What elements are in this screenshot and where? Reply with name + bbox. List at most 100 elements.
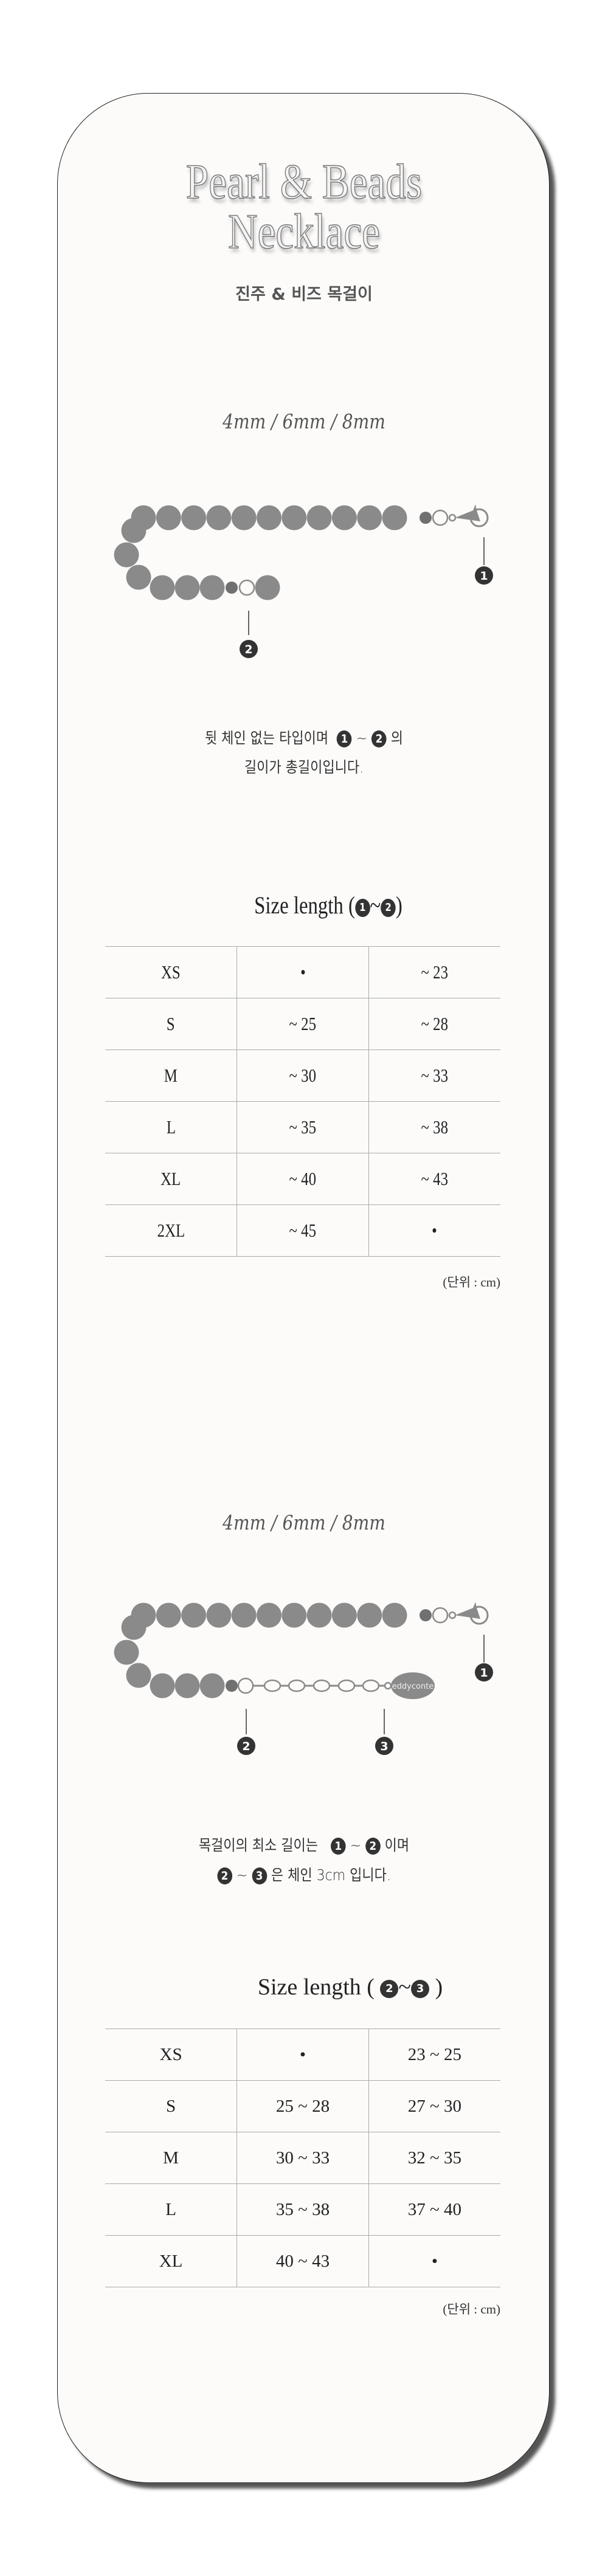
description-line-1: 뒷 체인 없는 타입이며 1 ~ 2 의 bbox=[36, 726, 572, 748]
marker-2-icon: 2 bbox=[381, 898, 396, 917]
cell-text: • bbox=[300, 961, 306, 983]
table-row: 2XL ~ 45 • bbox=[105, 1204, 500, 1257]
bead bbox=[306, 1602, 332, 1628]
cell-text: S bbox=[167, 1013, 175, 1034]
jump-ring bbox=[237, 1677, 254, 1694]
size-cell: L bbox=[105, 1101, 237, 1153]
bead bbox=[199, 575, 225, 600]
bead bbox=[156, 505, 181, 531]
cell-text: ~ 45 bbox=[289, 1220, 317, 1241]
table-row: XL ~ 40 ~ 43 bbox=[105, 1153, 500, 1205]
cell-text: ~ 28 bbox=[421, 1013, 449, 1034]
size-length-heading: Size length (1 ~2) bbox=[79, 891, 578, 919]
tilde: ~ bbox=[350, 1836, 362, 1854]
cell-text: • bbox=[299, 2044, 306, 2064]
cell-text: ~ 40 bbox=[289, 1168, 317, 1189]
bead bbox=[156, 1602, 181, 1628]
spacer-bead bbox=[420, 1609, 432, 1621]
length-cell: ~ 35 bbox=[237, 1101, 369, 1153]
logo-tag-text: eddyconte bbox=[392, 1682, 434, 1691]
marker-2-icon: 2 bbox=[380, 1980, 399, 1999]
jump-ring bbox=[384, 1681, 392, 1690]
bead bbox=[121, 518, 147, 543]
tilde: ~ bbox=[356, 729, 368, 747]
cell-text: M bbox=[164, 1065, 178, 1086]
bead bbox=[382, 505, 407, 531]
bead bbox=[121, 1615, 147, 1640]
size-table-2: XS • 23 ~ 25 S 25 ~ 28 27 ~ 30 M 30 ~ 33 32 ~ 35… bbox=[105, 2028, 500, 2287]
bead bbox=[181, 1602, 207, 1628]
length-cell: • bbox=[237, 2028, 369, 2081]
cell-text: XL bbox=[161, 1168, 181, 1189]
bead bbox=[357, 505, 382, 531]
jump-ring bbox=[448, 1611, 457, 1619]
cell-text: L bbox=[166, 1116, 176, 1138]
length-cell: 23 ~ 25 bbox=[368, 2028, 500, 2081]
heading-close: ) bbox=[395, 891, 402, 919]
table-row: L 35 ~ 38 37 ~ 40 bbox=[105, 2183, 500, 2236]
chain-link bbox=[263, 1679, 282, 1692]
jump-ring bbox=[448, 513, 457, 522]
unit-note: (단위 : cm) bbox=[443, 2302, 500, 2317]
cell-text: ~ 35 bbox=[289, 1116, 317, 1138]
size-cell: S bbox=[105, 998, 237, 1050]
cell-text: L bbox=[165, 2199, 176, 2219]
length-cell: ~ 38 bbox=[368, 1101, 500, 1153]
length-cell: • bbox=[368, 2235, 500, 2287]
description-text: 은 체인 3cm 입니다. bbox=[271, 1866, 391, 1884]
length-cell: 32 ~ 35 bbox=[368, 2132, 500, 2184]
chain-link bbox=[288, 1679, 306, 1692]
cell-text: ~ 38 bbox=[421, 1116, 449, 1138]
size-cell: XS bbox=[105, 946, 237, 998]
marker-1-icon bbox=[475, 1663, 493, 1681]
description-line-2: 2 ~ 3 은 체인 3cm 입니다. bbox=[36, 1863, 572, 1885]
size-length-heading: Size length ( 2 ~3 ) bbox=[46, 1974, 608, 2001]
cell-text: 30 ~ 33 bbox=[275, 2148, 330, 2168]
cell-text: ~ 33 bbox=[421, 1065, 449, 1086]
necklace-diagram-no-chain: 12 bbox=[114, 504, 493, 658]
size-cell: L bbox=[105, 2183, 237, 2236]
description-text: 이며 bbox=[384, 1836, 410, 1854]
cell-text: XL bbox=[159, 2251, 183, 2271]
size-cell: S bbox=[105, 2080, 237, 2132]
marker-1-icon: 1 bbox=[337, 730, 352, 747]
bead bbox=[382, 1602, 407, 1628]
bead bbox=[331, 505, 357, 531]
bead bbox=[114, 542, 139, 568]
length-cell: 35 ~ 38 bbox=[237, 2183, 369, 2236]
cell-text: 40 ~ 43 bbox=[275, 2251, 330, 2271]
size-cell: XL bbox=[105, 2235, 237, 2287]
bead bbox=[331, 1602, 357, 1628]
bead bbox=[174, 575, 200, 600]
spacer-bead bbox=[420, 512, 432, 524]
necklace-diagram-with-chain: eddyconte 1 2 3 bbox=[114, 1602, 493, 1755]
heading-close: ) bbox=[435, 1974, 443, 2000]
table-row: XL 40 ~ 43 • bbox=[105, 2235, 500, 2287]
size-cell: M bbox=[105, 1049, 237, 1102]
bead bbox=[181, 505, 207, 531]
cell-text: 25 ~ 28 bbox=[275, 2096, 330, 2116]
bead bbox=[282, 505, 307, 531]
description-text: 의 bbox=[390, 729, 404, 747]
jump-ring bbox=[432, 509, 449, 526]
bead bbox=[114, 1640, 139, 1665]
size-cell: 2XL bbox=[105, 1204, 237, 1257]
marker-3-icon: 3 bbox=[252, 1867, 267, 1884]
cell-text: 35 ~ 38 bbox=[275, 2199, 330, 2219]
clasp-ring-icon bbox=[469, 508, 489, 527]
marker-2-label: 2 bbox=[242, 1740, 250, 1753]
bead bbox=[231, 1602, 257, 1628]
table-row: XS • 23 ~ 25 bbox=[105, 2028, 500, 2081]
title-line-2: Necklace bbox=[227, 204, 381, 259]
bead bbox=[150, 575, 175, 600]
spacer-bead bbox=[226, 582, 238, 594]
clasp-ring-icon bbox=[469, 1606, 489, 1625]
length-cell: ~ 28 bbox=[368, 998, 500, 1050]
title-line-1: Pearl & Beads bbox=[185, 154, 423, 209]
cell-text: ~ 30 bbox=[289, 1065, 317, 1086]
marker-2-icon: 2 bbox=[217, 1867, 232, 1884]
length-cell: ~ 40 bbox=[237, 1153, 369, 1205]
marker-2-icon bbox=[240, 640, 258, 658]
size-cell: XS bbox=[105, 2028, 237, 2081]
marker-2-icon: 2 bbox=[365, 1838, 381, 1855]
